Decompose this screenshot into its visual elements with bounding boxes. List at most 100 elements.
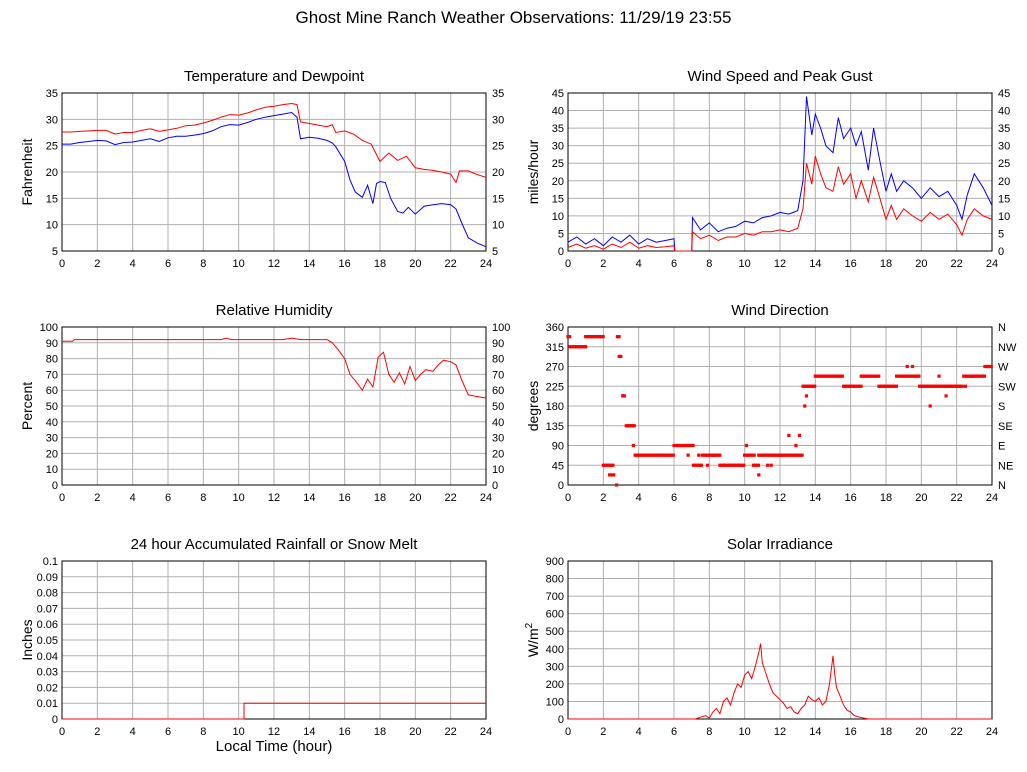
y-tick-label: 45 xyxy=(552,88,564,100)
x-tick-label: 14 xyxy=(303,492,315,504)
x-tick-label: 0 xyxy=(59,258,65,270)
y-right-tick-label: SW xyxy=(998,381,1016,393)
y-tick-label: 90 xyxy=(552,441,564,453)
y-axis-label: W/m2 xyxy=(524,622,541,657)
direction-point xyxy=(769,463,773,467)
x-tick-label: 14 xyxy=(809,258,821,270)
x-tick-label: 0 xyxy=(59,492,65,504)
direction-point xyxy=(614,483,619,487)
x-tick-label: 4 xyxy=(130,726,136,738)
x-tick-label: 18 xyxy=(880,726,892,738)
y-tick-label: 500 xyxy=(546,626,564,638)
y-right-tick-label: 30 xyxy=(492,114,504,126)
x-tick-label: 22 xyxy=(445,726,457,738)
direction-point xyxy=(619,354,623,359)
direction-point xyxy=(691,443,695,448)
chart-title: 24 hour Accumulated Rainfall or Snow Mel… xyxy=(131,536,419,553)
x-tick-label: 20 xyxy=(915,258,927,270)
x-tick-label: 24 xyxy=(480,492,492,504)
direction-point xyxy=(970,374,975,378)
x-tick-label: 14 xyxy=(809,726,821,738)
y-tick-label: 35 xyxy=(46,88,58,100)
x-tick-label: 10 xyxy=(739,258,751,270)
x-tick-label: 10 xyxy=(739,726,751,738)
y-tick-label: 45 xyxy=(552,460,564,472)
y-tick-label: 400 xyxy=(546,644,564,656)
y-tick-label: 100 xyxy=(40,322,58,334)
y-tick-label: 80 xyxy=(46,354,58,366)
plot-frame xyxy=(567,560,993,720)
x-tick-label: 18 xyxy=(374,258,386,270)
y-axis-label: Inches xyxy=(19,619,35,660)
direction-point xyxy=(567,335,572,339)
y-tick-label: 360 xyxy=(546,322,564,334)
y-right-tick-label: 10 xyxy=(492,464,504,476)
direction-point xyxy=(617,335,621,339)
series-line-0 xyxy=(567,96,993,252)
y-right-tick-label: 25 xyxy=(492,141,504,153)
y-right-tick-label: 15 xyxy=(492,193,504,205)
y-right-tick-label: 10 xyxy=(492,220,504,232)
y-right-tick-label: 25 xyxy=(998,158,1010,170)
y-tick-label: 90 xyxy=(46,338,58,350)
y-right-tick-label: 0 xyxy=(492,480,498,492)
x-tick-label: 24 xyxy=(986,492,998,504)
direction-point xyxy=(611,463,615,467)
direction-point xyxy=(803,404,807,408)
y-right-tick-label: SE xyxy=(998,421,1013,433)
y-tick-label: 50 xyxy=(46,401,58,413)
y-right-tick-label: S xyxy=(998,401,1005,413)
y-tick-label: 600 xyxy=(546,609,564,621)
y-right-tick-label: N xyxy=(998,322,1006,334)
chart-title: Relative Humidity xyxy=(216,302,333,319)
x-tick-label: 18 xyxy=(374,726,386,738)
x-tick-label: 4 xyxy=(636,726,642,738)
y-right-tick-label: 20 xyxy=(492,448,504,460)
y-tick-label: 0.08 xyxy=(37,588,58,600)
x-tick-label: 8 xyxy=(200,492,206,504)
x-tick-label: 2 xyxy=(600,258,606,270)
x-tick-label: 24 xyxy=(480,258,492,270)
x-tick-label: 10 xyxy=(233,258,245,270)
y-tick-label: 10 xyxy=(46,464,58,476)
x-tick-label: 2 xyxy=(94,726,100,738)
direction-point xyxy=(794,443,798,448)
direction-point xyxy=(894,384,899,388)
x-tick-label: 22 xyxy=(445,258,457,270)
x-tick-label: 14 xyxy=(809,492,821,504)
plot-frame xyxy=(61,92,487,252)
x-tick-label: 16 xyxy=(339,726,351,738)
direction-point xyxy=(632,424,636,428)
y-right-tick-label: 40 xyxy=(998,106,1010,118)
x-tick-label: 2 xyxy=(94,492,100,504)
y-tick-label: 270 xyxy=(546,362,564,374)
x-tick-label: 12 xyxy=(774,258,786,270)
x-tick-label: 0 xyxy=(565,492,571,504)
direction-point xyxy=(944,394,948,398)
x-tick-label: 22 xyxy=(951,492,963,504)
x-tick-label: 14 xyxy=(303,726,315,738)
y-right-tick-label: 70 xyxy=(492,369,504,381)
y-axis-label: Fahrenheit xyxy=(19,138,35,205)
direction-point xyxy=(601,335,605,339)
y-tick-label: 15 xyxy=(552,193,564,205)
y-tick-label: 135 xyxy=(546,421,564,433)
y-tick-label: 0 xyxy=(558,246,564,258)
direction-point xyxy=(713,453,717,457)
direction-point xyxy=(766,463,770,467)
y-tick-label: 30 xyxy=(46,114,58,126)
y-tick-label: 70 xyxy=(46,369,58,381)
x-tick-label: 8 xyxy=(200,726,206,738)
x-tick-label: 8 xyxy=(706,258,712,270)
direction-point xyxy=(751,463,756,467)
x-tick-label: 12 xyxy=(268,726,280,738)
direction-point xyxy=(797,433,802,438)
x-tick-label: 24 xyxy=(986,258,998,270)
x-tick-label: 6 xyxy=(165,258,171,270)
y-axis-label: miles/hour xyxy=(525,139,541,204)
chart-rain: 24 hour Accumulated Rainfall or Snow Mel… xyxy=(19,536,492,738)
x-tick-label: 22 xyxy=(445,492,457,504)
